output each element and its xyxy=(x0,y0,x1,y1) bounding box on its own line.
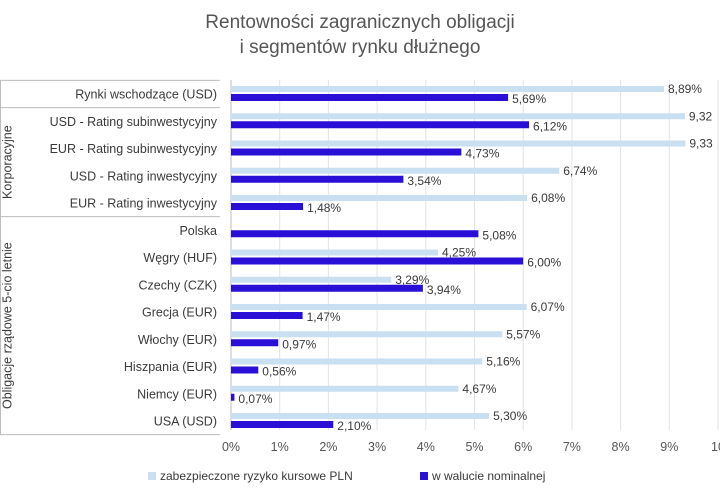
data-label-hedged-pln: 4,67% xyxy=(462,382,496,396)
category-label: Polska xyxy=(179,224,217,238)
category-group-brackets: Korporacyjne Obligacje rządowe 5-cio letn… xyxy=(0,79,220,436)
data-label-hedged-pln: 6,07% xyxy=(531,300,565,314)
bar-nominal xyxy=(231,121,530,129)
category-label: Niemcy (EUR) xyxy=(137,387,217,401)
category-label: EUR - Rating inwestycyjny xyxy=(70,197,218,211)
data-label-nominal: 0,56% xyxy=(262,365,296,379)
bar-hedged-pln xyxy=(231,195,528,201)
bar-hedged-pln xyxy=(231,385,459,392)
bar-nominal xyxy=(231,366,259,374)
chart-title: Rentowności zagranicznych obligacji i se… xyxy=(0,10,720,60)
bar-nominal xyxy=(231,148,462,156)
bar-hedged-pln xyxy=(231,358,483,365)
data-label-hedged-pln: 8,89% xyxy=(668,82,702,96)
data-label-nominal: 5,69% xyxy=(512,92,546,106)
data-label-hedged-pln: 3,29% xyxy=(395,273,429,287)
data-label-nominal: 2,10% xyxy=(337,419,371,433)
bar-nominal xyxy=(231,312,303,319)
data-label-hedged-pln: 6,74% xyxy=(563,164,597,178)
data-label-nominal: 1,48% xyxy=(307,201,341,215)
data-label-nominal: 3,54% xyxy=(407,174,441,188)
bar-hedged-pln xyxy=(231,331,503,338)
x-tick-label: 8% xyxy=(612,440,630,454)
data-label-hedged-pln: 6,08% xyxy=(531,191,565,205)
bar-nominal xyxy=(231,393,235,401)
data-label-hedged-pln: 5,16% xyxy=(486,355,520,369)
bar-hedged-pln xyxy=(231,413,490,419)
category-label: USA (USD) xyxy=(154,415,217,429)
bar-hedged-pln xyxy=(231,140,686,147)
data-label-nominal: 0,07% xyxy=(238,392,272,406)
bar-nominal xyxy=(231,339,279,347)
category-label: Grecja (EUR) xyxy=(142,306,217,320)
category-label: Hiszpania (EUR) xyxy=(124,360,217,374)
category-label: EUR - Rating subinwestycyjny xyxy=(50,142,218,156)
x-tick-label: 1% xyxy=(271,440,289,454)
data-label-nominal: 6,00% xyxy=(527,256,561,270)
bar-hedged-pln xyxy=(231,276,392,283)
x-tick-label: 2% xyxy=(319,440,337,454)
category-label: Włochy (EUR) xyxy=(138,333,217,347)
data-label-nominal: 0,97% xyxy=(282,337,316,351)
category-label: USD - Rating inwestycyjny xyxy=(70,169,218,183)
legend: zabezpieczone ryzyko kursowe PLN w waluci… xyxy=(148,469,545,483)
x-tick-label: 0% xyxy=(222,440,240,454)
data-label-hedged-pln: 5,57% xyxy=(506,327,540,341)
data-label-nominal: 5,08% xyxy=(482,228,516,242)
category-label: Rynki wschodzące (USD) xyxy=(75,88,217,102)
labels: Rynki wschodzące (USD) USD - Rating subin… xyxy=(50,82,713,433)
chart-title-line-2: i segmentów rynku dłużnego xyxy=(239,37,481,58)
x-tick-label: 4% xyxy=(417,440,435,454)
x-tick-label: 7% xyxy=(563,440,581,454)
x-tick-label: 3% xyxy=(368,440,386,454)
data-label-nominal: 1,47% xyxy=(307,310,341,324)
bar-nominal xyxy=(231,94,509,101)
bar-hedged-pln xyxy=(231,113,685,120)
legend-swatch-nominal xyxy=(420,472,428,480)
data-label-nominal: 3,94% xyxy=(427,283,461,297)
bars xyxy=(231,86,686,428)
x-tick-label: 6% xyxy=(514,440,532,454)
category-label: USD - Rating subinwestycyjny xyxy=(50,115,218,129)
legend-swatch-hedged-pln xyxy=(148,472,156,480)
data-label-hedged-pln: 4,25% xyxy=(442,246,476,260)
x-tick-label: 5% xyxy=(465,440,483,454)
category-label: Węgry (HUF) xyxy=(143,251,217,265)
bar-nominal xyxy=(231,175,404,183)
bar-hedged-pln xyxy=(231,167,560,174)
data-label-hedged-pln: 5,30% xyxy=(493,409,527,423)
gridlines: 0% 1% 2% 3% 4% 5% 6% 7% 8% 9% 10 xyxy=(222,80,720,454)
bar-hedged-pln xyxy=(231,249,438,256)
bar-nominal xyxy=(231,421,334,428)
data-label-hedged-pln: 9,32 xyxy=(689,109,713,123)
bar-hedged-pln xyxy=(231,304,527,310)
group-label: Korporacyjne xyxy=(0,125,14,199)
x-tick-label: 10 xyxy=(711,440,720,454)
data-label-nominal: 4,73% xyxy=(465,147,499,161)
x-tick-label: 9% xyxy=(660,440,678,454)
group-label: Obligacje rządowe 5-cio letnie xyxy=(0,242,14,409)
chart-title-line-1: Rentowności zagranicznych obligacji xyxy=(205,12,515,33)
data-label-hedged-pln: 9,33 xyxy=(689,137,713,151)
legend-label-nominal: w walucie nominalnej xyxy=(431,469,545,483)
legend-label-hedged-pln: zabezpieczone ryzyko kursowe PLN xyxy=(160,469,353,483)
category-label: Czechy (CZK) xyxy=(139,278,217,292)
data-label-nominal: 6,12% xyxy=(533,119,567,133)
bar-hedged-pln xyxy=(231,86,664,92)
bar-nominal xyxy=(231,284,423,292)
bar-nominal xyxy=(231,203,304,210)
bar-nominal xyxy=(231,257,524,265)
bar-nominal xyxy=(231,230,479,238)
